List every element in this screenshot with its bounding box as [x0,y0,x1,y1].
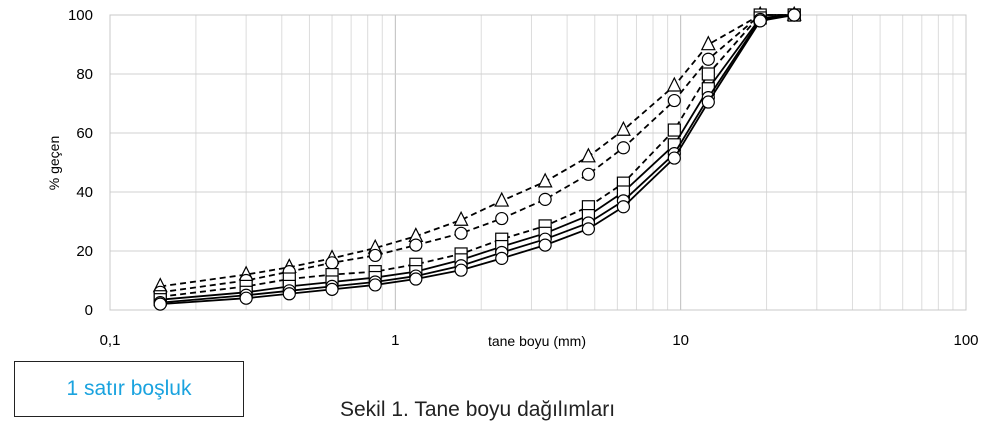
circle-marker [325,282,339,296]
y-tick-label: 60 [76,125,93,142]
circle-marker [581,167,596,181]
y-axis-title: % geçen [46,136,62,190]
circle-marker [538,192,552,206]
circle-marker [454,263,468,277]
y-tick-label: 100 [68,7,93,24]
circle-marker [153,297,167,311]
circle-marker [368,278,382,292]
plot-frame [109,14,967,311]
y-tick-label: 20 [76,243,93,260]
circle-marker [538,238,552,252]
series-group [152,5,802,311]
circle-marker [239,291,253,305]
triangle-marker [537,172,553,188]
x-tick-label: 10 [672,332,689,349]
square-marker [667,123,681,137]
x-tick-label: 100 [953,332,978,349]
series-line [160,14,795,304]
circle-marker [667,151,681,165]
circle-marker [616,141,631,155]
triangle-marker [580,147,596,163]
circle-marker [325,256,339,270]
circle-marker [409,272,423,286]
circle-marker [616,200,631,214]
grain-size-chart: 0,1 1 10 100 0 20 40 60 80 100 tane boyu (mm) % g… [46,5,979,349]
series-line [160,14,795,298]
series-line [160,14,795,288]
x-tick-label: 0,1 [100,332,121,349]
square-marker [701,67,715,81]
circle-marker [495,251,509,265]
circle-marker [753,14,767,28]
x-axis-title: tane boyu (mm) [488,333,586,349]
series-line [160,14,795,301]
triangle-marker [453,210,469,226]
note-text: 1 satır boşluk [66,377,192,400]
triangle-marker [615,120,631,136]
circle-marker [667,93,681,108]
circle-marker [368,248,382,263]
x-tick-label: 1 [391,332,399,349]
figure-caption: Sekil 1. Tane boyu dağılımları [340,398,616,421]
y-tick-label: 0 [85,302,93,319]
circle-marker [787,8,801,22]
triangle-marker [666,76,682,92]
triangle-marker [494,191,510,207]
circle-marker [454,226,468,240]
grid [109,14,966,310]
circle-marker [581,222,596,236]
circle-marker [409,238,423,252]
tick-labels: 0,1 1 10 100 0 20 40 60 80 100 [68,7,979,349]
circle-marker [701,95,715,109]
y-tick-label: 40 [76,184,93,201]
y-tick-label: 80 [76,66,93,83]
note-box: 1 satır boşluk [14,361,244,417]
triangle-marker [700,35,716,51]
circle-marker [701,52,715,66]
circle-marker [495,211,509,226]
circle-marker [282,287,296,301]
